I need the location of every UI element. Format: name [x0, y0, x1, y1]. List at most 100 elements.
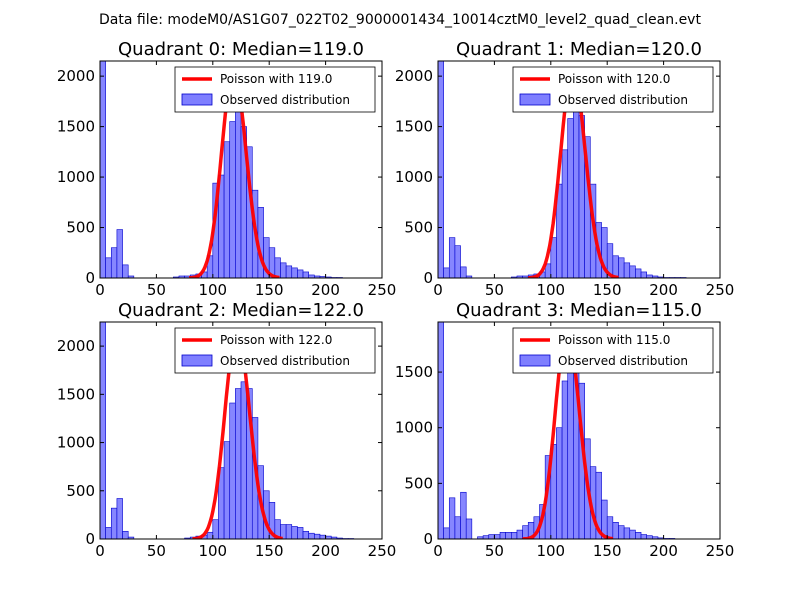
panel-title: Quadrant 2: Median=122.0 [118, 300, 364, 321]
histogram-bar [629, 529, 636, 539]
histogram-bar [618, 525, 625, 539]
y-tick-label: 2000 [57, 67, 95, 85]
legend: Poisson with 122.0 Observed distribution [174, 327, 376, 374]
panel-quadrant-2: Quadrant 2: Median=122.0 0 50 100 150 200 250… [57, 300, 397, 560]
histogram-bar [116, 229, 123, 278]
y-axis-ticks: 0 500 1000 1500 [395, 363, 720, 548]
y-tick-label: 1500 [395, 363, 433, 381]
legend: Poisson with 115.0 Observed distribution [512, 327, 714, 374]
histogram-bar [567, 358, 574, 539]
panel-title: Quadrant 3: Median=115.0 [456, 300, 702, 321]
y-tick-label: 1500 [57, 118, 95, 136]
histogram-bar [110, 247, 118, 278]
histogram-bar [223, 441, 231, 539]
histogram-bar [448, 237, 456, 278]
legend-poisson-label: Poisson with 120.0 [558, 72, 670, 86]
y-tick-label: 500 [66, 219, 95, 237]
histogram-bar [122, 530, 129, 539]
histogram-bar [618, 257, 625, 278]
histogram-bar [206, 531, 214, 539]
histogram-bar [573, 90, 580, 278]
legend: Poisson with 120.0 Observed distribution [512, 66, 714, 113]
x-tick-label: 200 [649, 542, 678, 560]
figure-title: Data file: modeM0/AS1G07_022T02_90000014… [99, 12, 701, 28]
x-tick-label: 250 [368, 542, 397, 560]
histogram-bar [105, 527, 112, 539]
legend: Poisson with 119.0 Observed distribution [174, 66, 376, 113]
x-tick-label: 100 [536, 281, 565, 299]
histogram-bar [556, 427, 563, 539]
x-tick-label: 0 [433, 542, 443, 560]
histogram-bar [291, 526, 298, 539]
panel-quadrant-3: Quadrant 3: Median=115.0 0 50 100 150 200 250… [395, 300, 735, 560]
x-tick-label: 150 [593, 542, 622, 560]
histogram-bar [646, 535, 653, 539]
histogram-bar [223, 141, 231, 278]
histogram-bar [308, 532, 315, 539]
histogram-bar [561, 380, 569, 539]
histogram-bar [280, 262, 287, 278]
legend-observed-swatch [181, 93, 213, 106]
histogram-bar [100, 61, 106, 278]
panel-title: Quadrant 0: Median=119.0 [118, 39, 364, 60]
histogram-bar [212, 519, 219, 539]
x-tick-label: 150 [255, 542, 284, 560]
histogram-bar [116, 498, 123, 539]
y-axis-ticks: 0 500 1000 1500 2000 [57, 67, 382, 287]
histogram-bar [623, 527, 631, 539]
x-tick-label: 100 [536, 542, 565, 560]
legend-poisson-label: Poisson with 119.0 [220, 72, 332, 86]
histogram-bar [314, 533, 321, 539]
x-tick-label: 150 [255, 281, 284, 299]
y-tick-label: 500 [66, 482, 95, 500]
x-tick-label: 100 [198, 281, 227, 299]
y-tick-label: 2000 [57, 337, 95, 355]
y-tick-label: 0 [423, 530, 433, 548]
x-tick-label: 250 [368, 281, 397, 299]
histogram-bars [438, 61, 687, 278]
histogram-bar [505, 532, 512, 539]
y-tick-label: 2000 [395, 67, 433, 85]
x-tick-label: 200 [311, 542, 340, 560]
histogram-bar [561, 149, 569, 278]
x-tick-label: 50 [147, 542, 166, 560]
histogram-bar [297, 527, 304, 539]
histogram-bar [235, 388, 242, 539]
panel-quadrant-1: Quadrant 1: Median=120.0 0 50 100 150 200 250… [395, 39, 735, 299]
x-axis-ticks: 0 50 100 150 200 250 [95, 322, 396, 560]
histogram-bar [438, 61, 444, 278]
histogram-bar [499, 532, 506, 539]
y-tick-label: 1500 [57, 385, 95, 403]
y-tick-label: 500 [404, 474, 433, 492]
histogram-bar [640, 534, 647, 539]
legend-observed-swatch [519, 354, 551, 367]
histogram-bar [606, 516, 614, 539]
x-tick-label: 50 [485, 281, 504, 299]
histogram-bar [494, 534, 501, 539]
histogram-bar [623, 262, 631, 278]
panel-title: Quadrant 1: Median=120.0 [456, 39, 702, 60]
y-tick-label: 0 [423, 269, 433, 287]
y-axis-ticks: 0 500 1000 1500 2000 [57, 337, 382, 548]
histogram-bar [448, 497, 456, 539]
histogram-bar [110, 507, 118, 539]
y-tick-label: 1000 [57, 168, 95, 186]
legend-poisson-label: Poisson with 115.0 [558, 333, 670, 347]
histogram-bar [516, 529, 523, 539]
x-tick-label: 0 [95, 542, 105, 560]
panel-quadrant-0: Quadrant 0: Median=119.0 0 50 100 150 200 250… [57, 39, 397, 299]
histogram-bar [285, 524, 293, 539]
x-tick-label: 150 [593, 281, 622, 299]
histogram-bar [297, 269, 304, 278]
y-tick-label: 1000 [395, 419, 433, 437]
histogram-bar [567, 118, 574, 278]
histogram-bar [443, 267, 450, 278]
histogram-bar [229, 402, 236, 539]
histogram-bar [640, 271, 647, 278]
histogram-bar [443, 527, 450, 539]
y-tick-label: 1500 [395, 118, 433, 136]
histogram-bar [122, 264, 129, 278]
y-tick-label: 0 [85, 530, 95, 548]
y-tick-label: 1000 [57, 434, 95, 452]
histogram-bar [100, 322, 106, 539]
